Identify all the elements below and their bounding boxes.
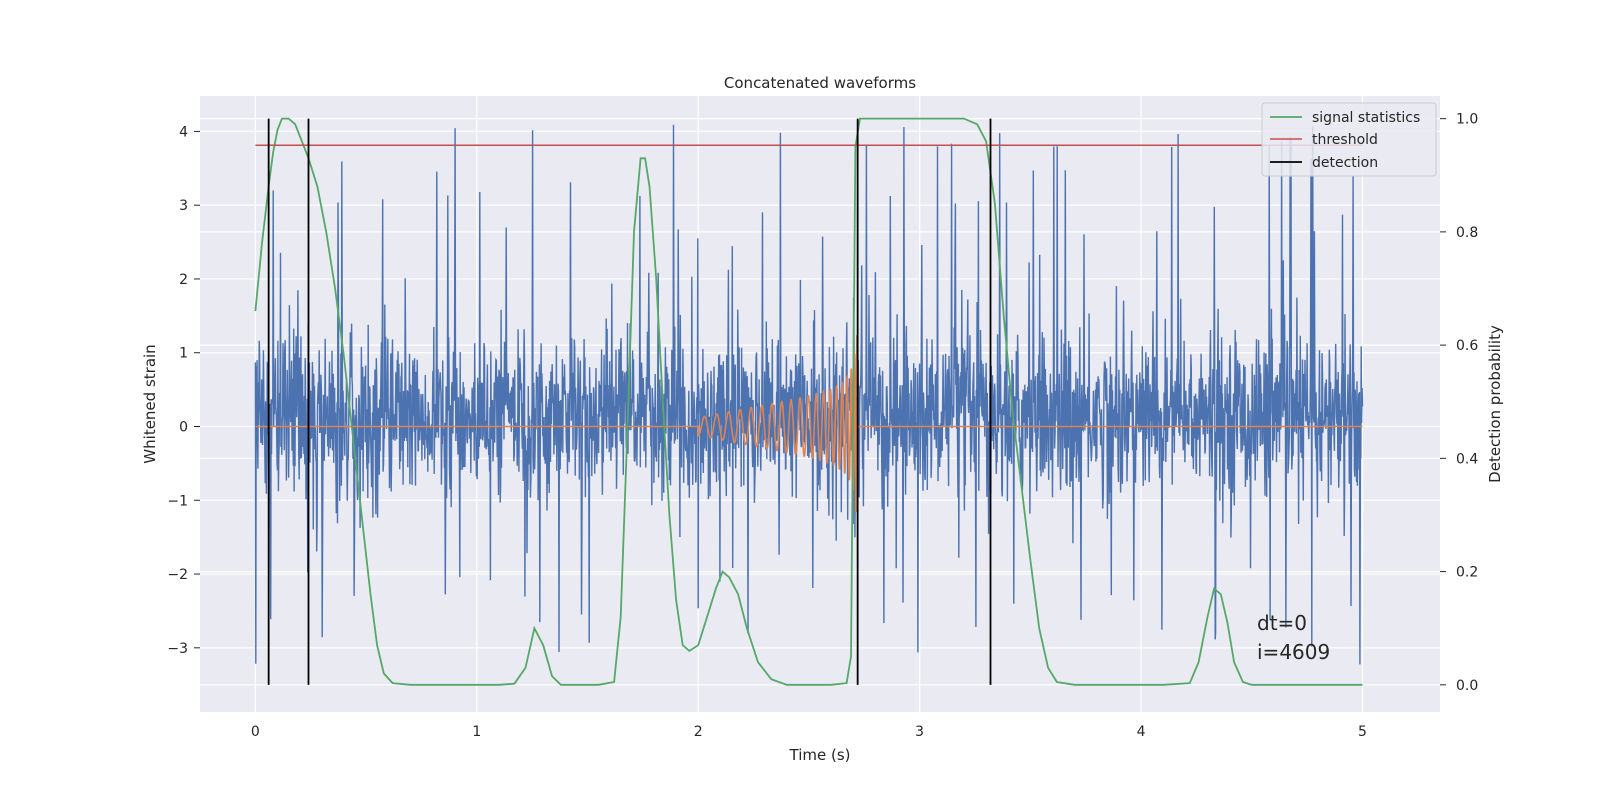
legend-label-detection: detection [1312,155,1378,171]
legend-label-threshold: threshold [1312,132,1378,148]
y2-tick-label: 1.0 [1456,112,1478,128]
y-tick-label: −1 [167,493,188,509]
x-tick-label: 2 [694,724,703,740]
y-tick-label: 4 [179,124,188,140]
y-tick-label: −2 [167,567,188,583]
y2-tick-label: 0.6 [1456,338,1478,354]
y2-axis-label: Detection probability [1486,325,1504,483]
x-tick-label: 0 [251,724,260,740]
y2-tick-label: 0.2 [1456,565,1478,581]
legend-label-signal-statistics: signal statistics [1312,110,1420,126]
y-axis-label: Whitened strain [141,344,159,463]
x-tick-label: 5 [1358,724,1367,740]
strain-series-line [254,124,1364,665]
signal-statistics-series-line [254,117,1363,686]
x-axis-label: Time (s) [789,746,851,764]
waveform-series-line [255,335,1363,560]
x-tick-label: 3 [915,724,924,740]
y2-tick-label: 0.0 [1456,678,1478,694]
y-tick-label: 2 [179,272,188,288]
y-tick-label: 3 [179,198,188,214]
chart-title: Concatenated waveforms [724,74,916,92]
y-tick-label: 1 [179,346,188,362]
legend-box [1261,102,1437,177]
annotation-dt: dt=0 [1257,611,1307,635]
x-tick-label: 4 [1137,724,1146,740]
y-tick-label: 0 [179,420,188,436]
annotation-index: i=4609 [1257,640,1330,664]
y2-tick-label: 0.8 [1456,225,1478,241]
y2-tick-label: 0.4 [1456,451,1478,467]
detection-lines [267,118,992,685]
x-tick-label: 1 [472,724,481,740]
series-layer [254,117,1364,686]
legend: signal statistics threshold detection [1261,102,1437,177]
axis-ticks: 0 1 2 3 4 5 −3 −2 −1 0 1 2 3 4 0.0 0.2 0.4 0.6 0.8 1.0 [167,112,1478,740]
y-tick-label: −3 [167,641,188,657]
